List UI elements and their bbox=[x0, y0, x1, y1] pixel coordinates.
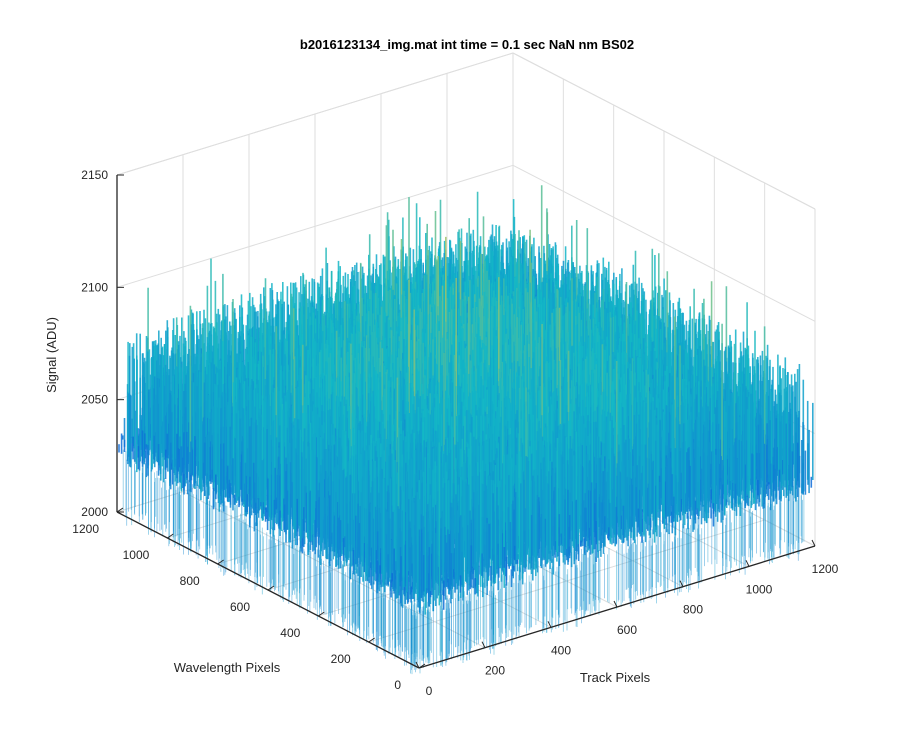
surface-plot bbox=[118, 185, 814, 675]
box-edge bbox=[116, 52, 514, 176]
box-edge bbox=[512, 52, 816, 210]
